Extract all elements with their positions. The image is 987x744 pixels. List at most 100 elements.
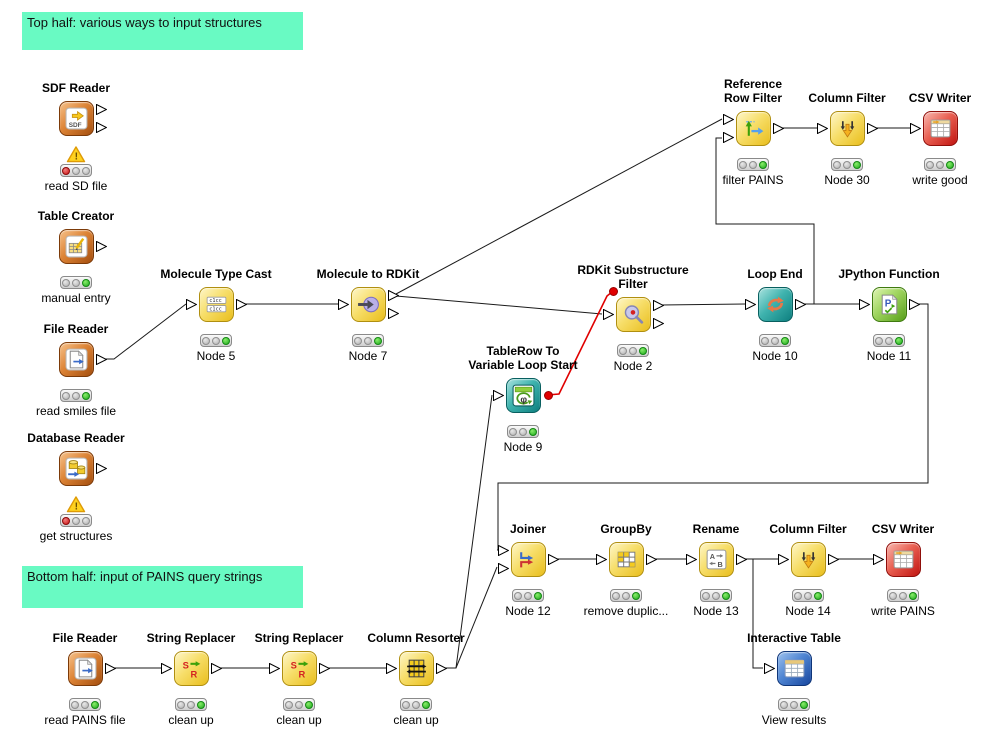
connection-edge[interactable] <box>395 295 603 315</box>
node-molecule-to-rdkit[interactable]: Molecule to RDKit Node 7 <box>293 242 443 363</box>
connection-edge[interactable] <box>660 303 746 306</box>
input-port[interactable] <box>816 123 828 134</box>
input-port[interactable] <box>185 299 197 310</box>
node-joiner[interactable]: Joiner Node 12 <box>453 497 603 618</box>
node-string-replacer-1[interactable]: String Replacer S R clean up <box>116 606 266 727</box>
output-port[interactable] <box>95 241 107 252</box>
node-body[interactable] <box>790 542 826 577</box>
node-body[interactable]: SDF <box>58 101 94 136</box>
connection-edge[interactable] <box>715 137 815 304</box>
output-port[interactable] <box>735 554 747 565</box>
node-file-reader-smiles[interactable]: File Reader read smiles file <box>1 297 151 418</box>
node-column-resorter[interactable]: Column Resorter clean up <box>341 606 491 727</box>
node-database-reader[interactable]: Database Reader ! get structures <box>1 406 151 543</box>
node-body[interactable] <box>829 111 865 146</box>
output-port[interactable] <box>95 104 107 115</box>
output-port[interactable] <box>652 300 664 311</box>
output-port[interactable] <box>235 299 247 310</box>
output-port[interactable] <box>95 354 107 365</box>
output-port[interactable] <box>387 290 399 301</box>
node-body[interactable] <box>615 297 651 332</box>
output-port[interactable] <box>95 122 107 133</box>
node-groupby[interactable]: GroupBy remove duplic... <box>551 497 701 618</box>
node-body[interactable]: S R <box>281 651 317 686</box>
output-port[interactable] <box>318 663 330 674</box>
input-port[interactable] <box>685 554 697 565</box>
node-body[interactable]: c1cc c1cc <box>198 287 234 322</box>
output-port[interactable] <box>794 299 806 310</box>
output-port[interactable] <box>547 554 559 565</box>
node-loop-end[interactable]: Loop End Node 10 <box>700 242 850 363</box>
node-csv-writer-good[interactable]: CSV Writer write good <box>865 66 987 187</box>
node-body[interactable] <box>58 229 94 264</box>
flow-variable-port[interactable] <box>543 391 553 400</box>
output-port[interactable] <box>95 463 107 474</box>
node-body[interactable] <box>58 342 94 377</box>
output-port[interactable] <box>645 554 657 565</box>
input-port[interactable] <box>337 299 349 310</box>
connection-edge[interactable] <box>395 118 723 295</box>
workflow-annotation-top[interactable]: Top half: various ways to input structur… <box>22 12 303 50</box>
input-port[interactable] <box>744 299 756 310</box>
node-body[interactable] <box>58 451 94 486</box>
node-column-filter-top[interactable]: Column Filter Node 30 <box>772 66 922 187</box>
input-port[interactable] <box>595 554 607 565</box>
input-port[interactable] <box>722 132 734 143</box>
output-port[interactable] <box>827 554 839 565</box>
node-tablerow-to-variable-loop-start[interactable]: TableRow To Variable Loop Start φ Node 9 <box>448 333 598 454</box>
node-table-creator[interactable]: Table Creator manual entry <box>1 184 151 305</box>
node-body[interactable] <box>350 287 386 322</box>
node-sdf-reader[interactable]: SDF Reader SDF ! read SD file <box>1 56 151 193</box>
node-file-reader-pains[interactable]: File Reader read PAINS file <box>10 606 160 727</box>
node-body[interactable]: P <box>871 287 907 322</box>
workflow-annotation-bottom[interactable]: Bottom half: input of PAINS query string… <box>22 566 303 608</box>
node-column-filter-bottom[interactable]: Column Filter Node 14 <box>733 497 883 618</box>
node-interactive-table[interactable]: Interactive Table View results <box>719 606 869 727</box>
node-body[interactable] <box>757 287 793 322</box>
input-port[interactable] <box>763 663 775 674</box>
node-rdkit-substructure-filter[interactable]: RDKit Substructure Filter Node 2 <box>558 252 708 373</box>
output-port[interactable] <box>210 663 222 674</box>
input-port[interactable] <box>160 663 172 674</box>
node-body[interactable]: A B <box>698 542 734 577</box>
connection-edge[interactable] <box>455 566 498 669</box>
input-port[interactable] <box>385 663 397 674</box>
input-port[interactable] <box>858 299 870 310</box>
node-body[interactable] <box>922 111 958 146</box>
output-port[interactable] <box>387 308 399 319</box>
input-port[interactable] <box>492 390 504 401</box>
node-body[interactable] <box>735 111 771 146</box>
node-body[interactable] <box>510 542 546 577</box>
node-body[interactable]: φ <box>505 378 541 413</box>
node-body[interactable] <box>398 651 434 686</box>
node-molecule-type-cast[interactable]: Molecule Type Cast c1cc c1cc Node 5 <box>141 242 291 363</box>
input-port[interactable] <box>497 563 509 574</box>
connection-edge[interactable] <box>752 559 763 669</box>
output-port[interactable] <box>652 318 664 329</box>
input-port[interactable] <box>722 114 734 125</box>
node-string-replacer-2[interactable]: String Replacer S R clean up <box>224 606 374 727</box>
output-port[interactable] <box>866 123 878 134</box>
connection-edge[interactable] <box>104 303 187 360</box>
input-port[interactable] <box>777 554 789 565</box>
node-body[interactable]: S R <box>173 651 209 686</box>
input-port[interactable] <box>602 309 614 320</box>
node-reference-row-filter[interactable]: Reference Row Filter filter PAINS <box>678 66 828 187</box>
output-port[interactable] <box>908 299 920 310</box>
node-csv-writer-pains[interactable]: CSV Writer write PAINS <box>828 497 978 618</box>
node-body[interactable] <box>885 542 921 577</box>
output-port[interactable] <box>772 123 784 134</box>
node-rename[interactable]: Rename A B Node 13 <box>641 497 791 618</box>
input-port[interactable] <box>909 123 921 134</box>
node-body[interactable] <box>608 542 644 577</box>
input-port[interactable] <box>872 554 884 565</box>
output-port[interactable] <box>435 663 447 674</box>
flow-variable-port[interactable] <box>608 287 618 296</box>
input-port[interactable] <box>497 545 509 556</box>
node-body[interactable] <box>67 651 103 686</box>
input-port[interactable] <box>268 663 280 674</box>
node-jpython-function[interactable]: JPython Function P Node 11 <box>814 242 964 363</box>
node-body[interactable] <box>776 651 812 686</box>
output-port[interactable] <box>104 663 116 674</box>
